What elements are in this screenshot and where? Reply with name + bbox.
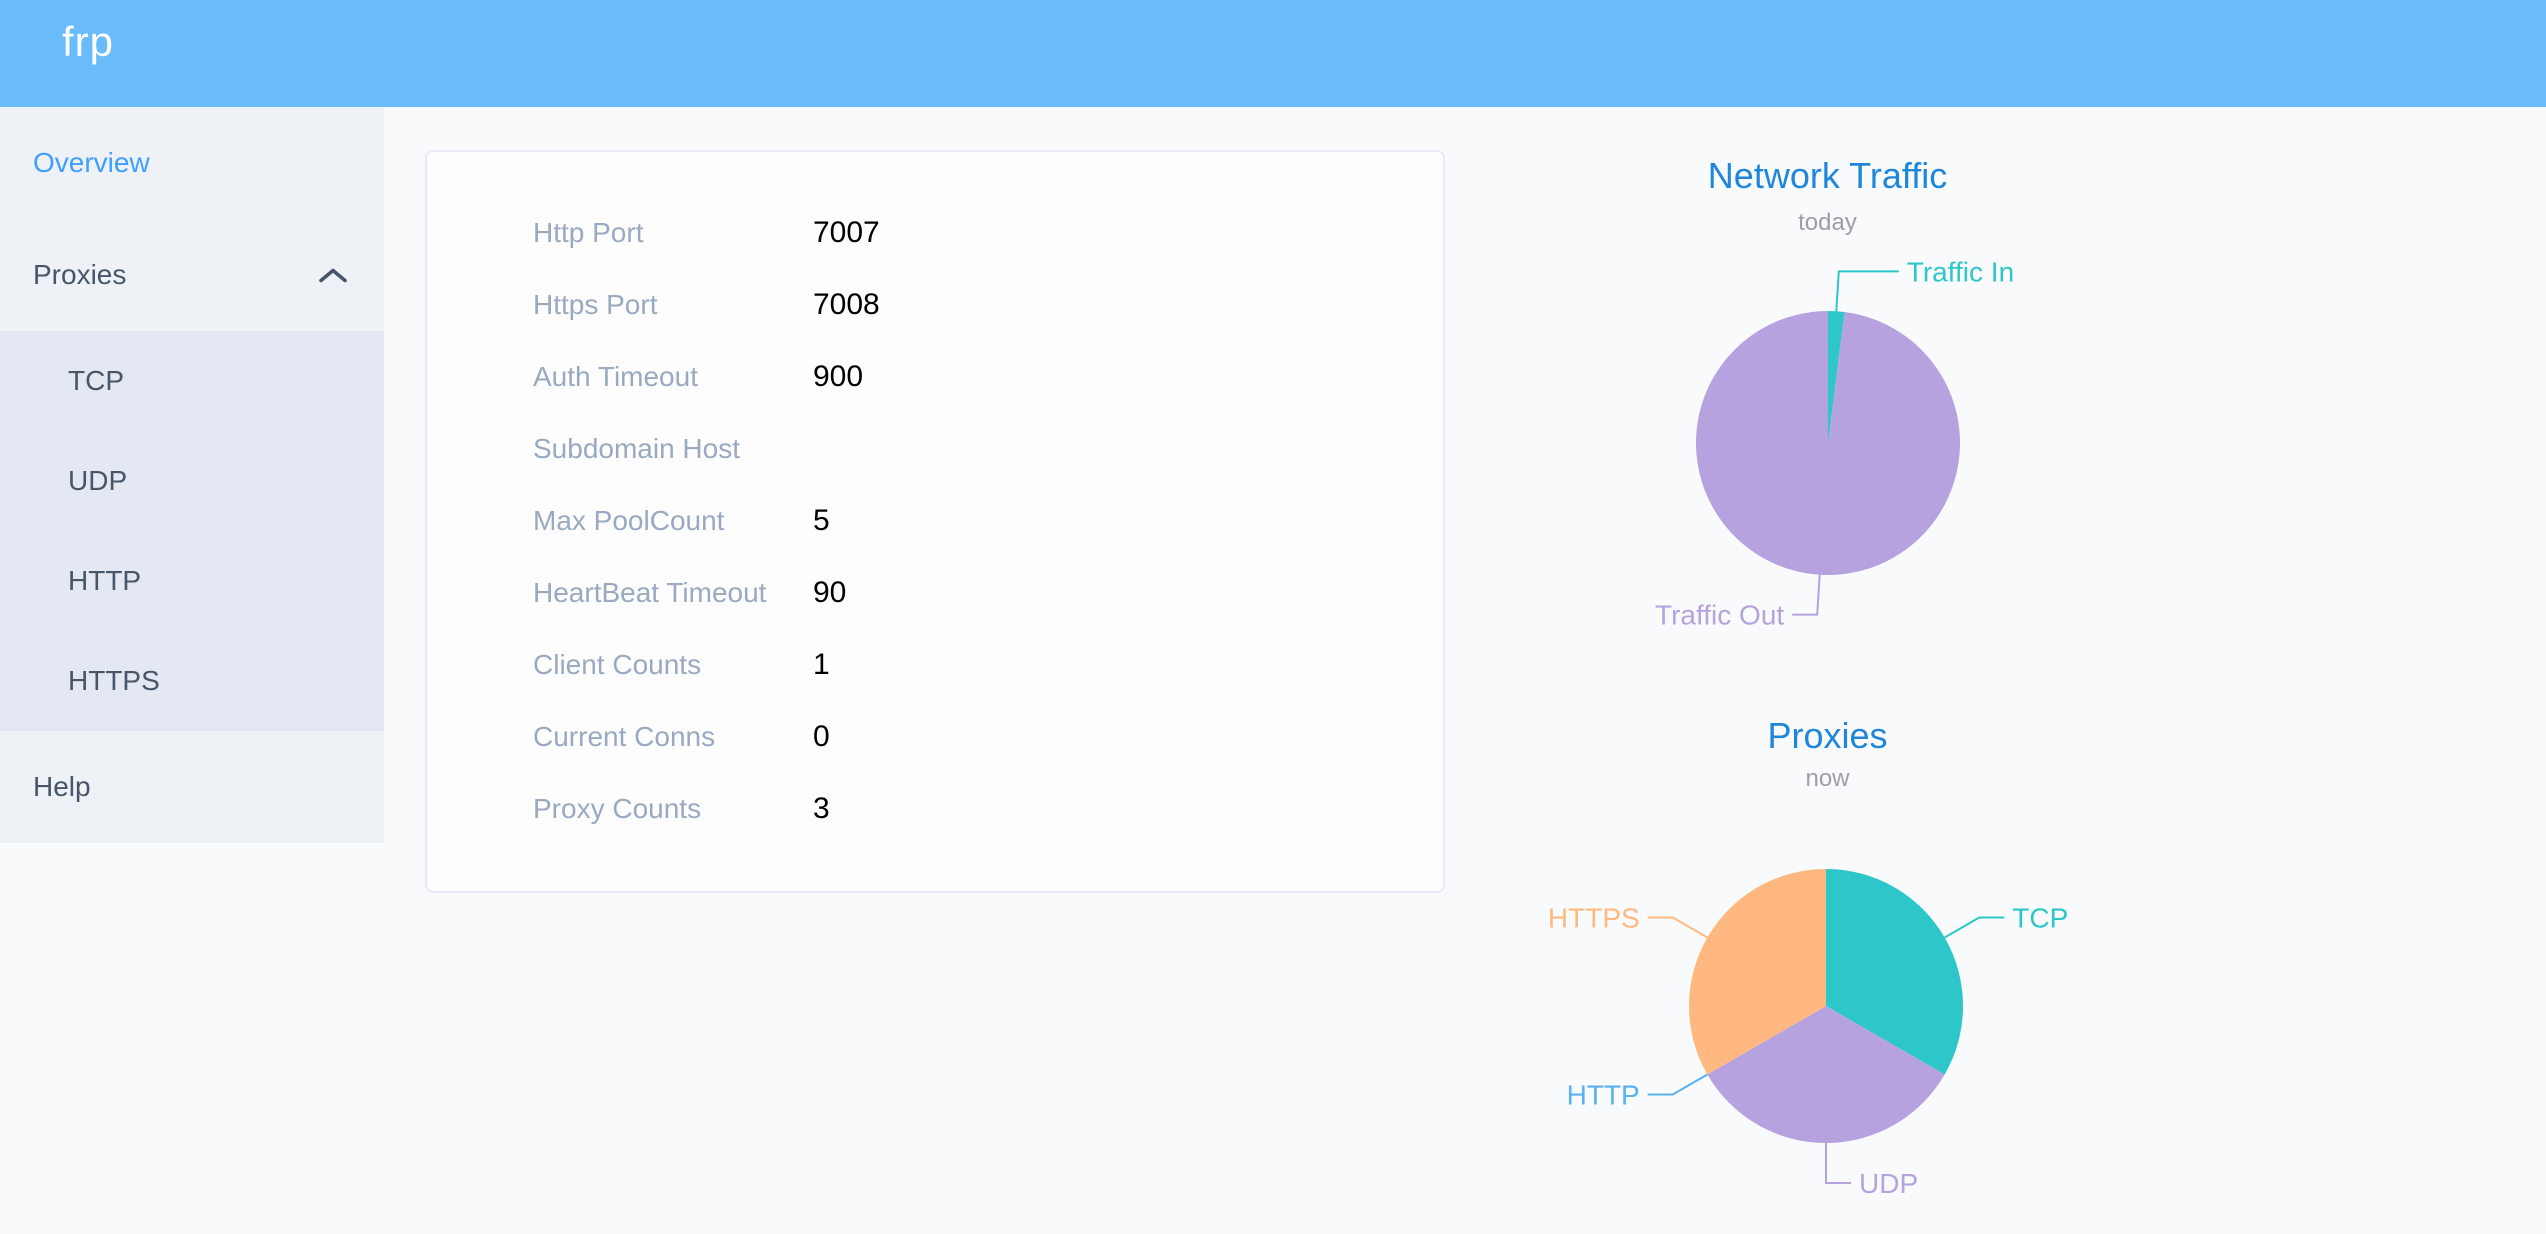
info-value: 7008 <box>813 288 880 321</box>
network-traffic-chart-title: Network Traffic <box>1707 155 1948 196</box>
sidebar-item-https[interactable]: HTTPS <box>0 631 384 731</box>
info-value: 7007 <box>813 216 880 249</box>
pie-label-traffic-in: Traffic In <box>1907 256 2014 287</box>
app-header: frp <box>0 0 2546 107</box>
info-label: Auth Timeout <box>533 361 698 392</box>
charts-column: Network Traffic today Traffic In Traffic … <box>1445 107 2210 1234</box>
pie-label-line-https <box>1647 916 1708 939</box>
proxies-pie-chart: TCP UDP HTTP HTTPS <box>1548 869 2068 1199</box>
proxies-chart-subtitle: now <box>1805 765 1850 792</box>
pie-label-http: HTTP <box>1567 1080 1640 1111</box>
pie-slice-udp <box>1707 1006 1945 1144</box>
pie-slice-traffic-in <box>1828 311 1845 443</box>
sidebar-item-udp[interactable]: UDP <box>0 431 384 531</box>
pie-slice-https <box>1688 869 1826 1075</box>
pie-label-udp: UDP <box>1859 1168 1918 1199</box>
app-logo: frp <box>62 18 115 65</box>
info-row-http-port: Http Port 7007 <box>427 197 1443 269</box>
info-row-heartbeat-timeout: HeartBeat Timeout 90 <box>427 557 1443 629</box>
chevron-up-icon <box>318 267 348 284</box>
sidebar-item-label: HTTPS <box>68 665 160 696</box>
server-info-card: Http Port 7007 Https Port 7008 Auth Time… <box>425 150 1445 893</box>
info-value: 5 <box>813 504 830 537</box>
info-label: HeartBeat Timeout <box>533 577 767 608</box>
sidebar-item-help[interactable]: Help <box>0 731 384 843</box>
pie-label-https: HTTPS <box>1548 903 1640 934</box>
pie-label-line-udp <box>1825 1143 1851 1184</box>
sidebar-item-overview[interactable]: Overview <box>0 107 384 219</box>
info-row-subdomain-host: Subdomain Host <box>427 413 1443 485</box>
info-label: Http Port <box>533 217 644 248</box>
pie-label-line-traffic-in <box>1835 270 1899 312</box>
info-value: 3 <box>813 792 830 825</box>
network-traffic-pie-chart: Traffic In Traffic Out <box>1655 256 2014 631</box>
info-row-https-port: Https Port 7008 <box>427 269 1443 341</box>
pie-label-line-traffic-out <box>1792 574 1821 616</box>
info-row-current-conns: Current Conns 0 <box>427 701 1443 773</box>
sidebar-item-label: Overview <box>33 147 150 178</box>
info-label: Client Counts <box>533 649 702 680</box>
info-label: Subdomain Host <box>533 433 741 464</box>
info-value: 1 <box>813 648 830 681</box>
sidebar-item-proxies[interactable]: Proxies <box>0 219 384 331</box>
network-traffic-chart-subtitle: today <box>1798 209 1857 236</box>
info-value: 90 <box>813 576 847 609</box>
sidebar-item-http[interactable]: HTTP <box>0 531 384 631</box>
pie-slice-traffic-out <box>1696 311 1961 575</box>
sidebar-item-label: Proxies <box>33 259 127 290</box>
info-label: Current Conns <box>533 721 716 752</box>
sidebar-item-label: Help <box>33 771 91 802</box>
sidebar-item-label: TCP <box>68 365 124 396</box>
info-row-proxy-counts: Proxy Counts 3 <box>427 773 1443 845</box>
info-label: Https Port <box>533 289 658 320</box>
sidebar-item-tcp[interactable]: TCP <box>0 331 384 431</box>
info-row-max-poolcount: Max PoolCount 5 <box>427 485 1443 557</box>
info-label: Max PoolCount <box>533 505 725 536</box>
proxies-chart-title: Proxies <box>1767 715 1888 756</box>
sidebar: Overview Proxies TCP UDP HTTP HTTPS Help <box>0 107 384 843</box>
pie-slice-tcp <box>1826 869 1964 1075</box>
info-value: 900 <box>813 360 864 393</box>
pie-label-line-tcp <box>1944 916 2005 939</box>
pie-label-tcp: TCP <box>2012 903 2068 934</box>
pie-label-traffic-out: Traffic Out <box>1655 600 1784 631</box>
info-row-auth-timeout: Auth Timeout 900 <box>427 341 1443 413</box>
info-value: 0 <box>813 720 830 753</box>
pie-label-line-http <box>1647 1073 1708 1096</box>
sidebar-item-label: UDP <box>68 465 128 496</box>
sidebar-item-label: HTTP <box>68 565 142 596</box>
info-row-client-counts: Client Counts 1 <box>427 629 1443 701</box>
info-label: Proxy Counts <box>533 793 702 824</box>
sidebar-submenu-proxies: TCP UDP HTTP HTTPS <box>0 331 384 731</box>
